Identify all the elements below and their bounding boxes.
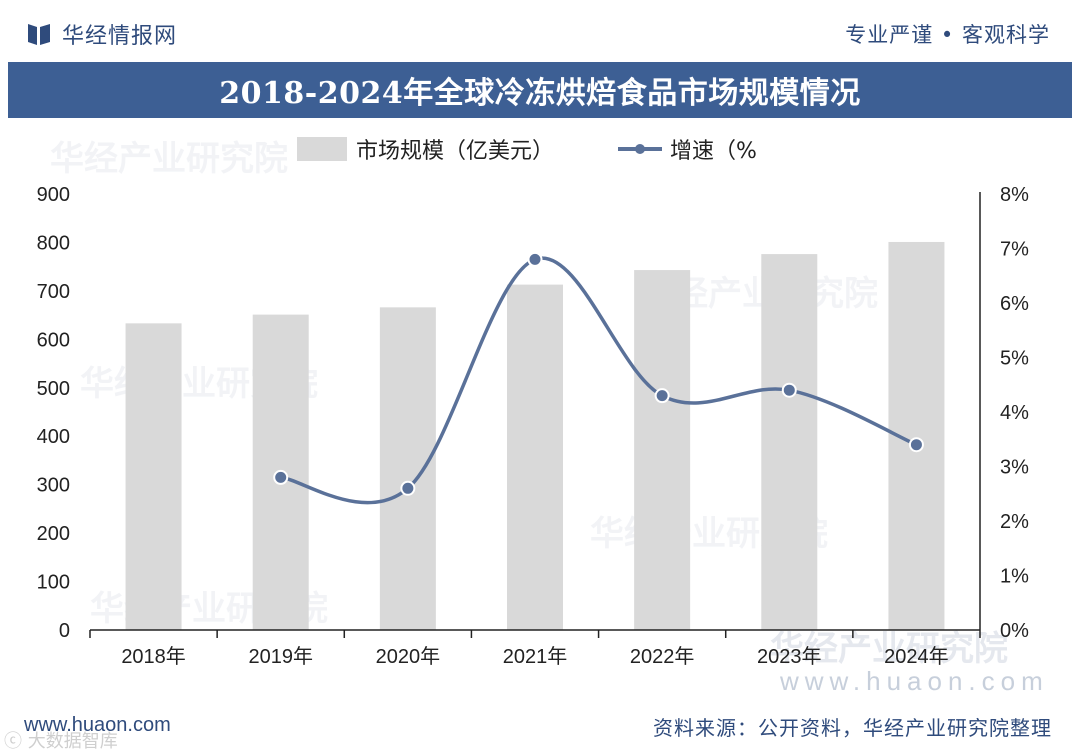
y-right-tick-label: 7% (1000, 239, 1029, 261)
brand-name: 华经情报网 (62, 24, 178, 49)
growth-point-2022年 (654, 388, 670, 404)
growth-point-2021年 (527, 251, 543, 267)
y-left-tick-label: 200 (37, 523, 70, 545)
growth-point-2024年 (908, 437, 924, 453)
x-tick-label: 2023年 (757, 645, 822, 668)
slogan: 专业严谨 • 客观科学 (845, 23, 1050, 47)
legend-bar-swatch (297, 137, 347, 161)
legend: 市场规模（亿美元） 增速（% (297, 137, 757, 164)
title-band: 2018-2024年全球冷冻烘焙食品市场规模情况 (8, 62, 1072, 118)
y-right-tick-label: 1% (1000, 566, 1029, 588)
footer-url[interactable]: www.huaon.com (24, 714, 171, 736)
y-left-tick-label: 300 (37, 475, 70, 497)
watermark-text: 华经产业研究院 (770, 629, 1008, 669)
x-tick-label: 2018年 (121, 645, 186, 668)
y-left-tick-label: 100 (37, 572, 70, 594)
brand-logo-icon (28, 24, 50, 45)
brand[interactable]: 华经情报网 (26, 18, 177, 50)
line-series (273, 251, 924, 505)
legend-line-marker (635, 144, 645, 154)
y-axis-left: 0 100 200 300 400 500 600 700 800 900 (37, 184, 70, 642)
corner-watermark: ⓒ 大数据智库 (4, 731, 118, 752)
x-tick-label: 2024年 (884, 645, 949, 668)
legend-line-label: 增速（% (670, 139, 757, 164)
bar-2021年 (507, 284, 563, 630)
bar-2022年 (634, 270, 691, 630)
top-header: 华经情报网 专业严谨 • 客观科学 (0, 0, 1080, 60)
x-tick-label: 2021年 (503, 645, 568, 668)
axes (89, 192, 981, 638)
x-tick-label: 2020年 (376, 645, 441, 668)
y-axis-right: 0% 1% 2% 3% 4% 5% 6% 7% 8% (1000, 184, 1029, 642)
growth-point-2020年 (400, 480, 416, 496)
x-tick-label: 2019年 (248, 645, 313, 668)
chart: 华经产业研究院 华经产业研究院 华经产业研究院 华经产业研究院 华经产业研究院 … (37, 137, 1049, 696)
growth-point-2019年 (273, 469, 289, 485)
watermark-site: www.huaon.com (779, 666, 1049, 696)
y-left-tick-label: 400 (37, 426, 70, 448)
bar-2018年 (125, 323, 182, 630)
x-tick-label: 2022年 (630, 645, 695, 668)
bar-2020年 (379, 307, 436, 630)
footer: www.huaon.com 资料来源：公开资料，华经产业研究院整理 (0, 700, 1080, 753)
watermark-text: 华经产业研究院 (50, 139, 288, 179)
y-right-tick-label: 4% (1000, 402, 1029, 424)
y-left-tick-label: 800 (37, 232, 70, 254)
y-left-tick-label: 0 (59, 620, 70, 642)
legend-bar-label: 市场规模（亿美元） (356, 139, 554, 164)
growth-point-2023年 (781, 382, 797, 398)
y-right-tick-label: 5% (1000, 348, 1029, 370)
y-right-tick-label: 6% (1000, 293, 1029, 315)
x-axis: 2018年 2019年 2020年 2021年 2022年 2023年 2024年 (121, 645, 948, 668)
y-right-tick-label: 8% (1000, 184, 1029, 206)
y-left-tick-label: 600 (37, 329, 70, 351)
bar-2023年 (761, 254, 818, 630)
y-right-tick-label: 2% (1000, 511, 1029, 533)
y-left-tick-label: 900 (37, 184, 70, 206)
y-left-tick-label: 700 (37, 281, 70, 303)
y-right-tick-label: 0% (1000, 620, 1029, 642)
chart-title: 2018-2024年全球冷冻烘焙食品市场规模情况 (219, 76, 861, 111)
footer-source: 资料来源：公开资料，华经产业研究院整理 (653, 716, 1052, 740)
y-left-tick-label: 500 (37, 378, 70, 400)
y-right-tick-label: 3% (1000, 457, 1029, 479)
bar-series (125, 241, 945, 630)
